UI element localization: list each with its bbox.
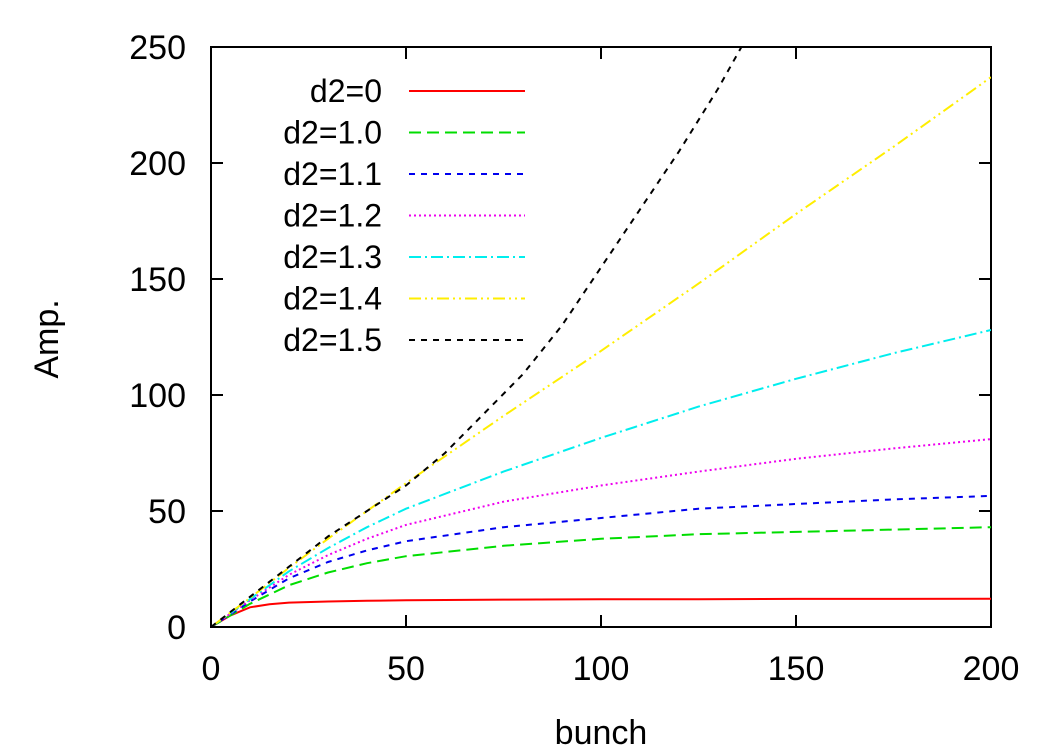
y-tick-label: 50 <box>148 493 186 531</box>
x-tick-label: 50 <box>387 650 425 688</box>
y-axis-title: Amp. <box>28 299 66 378</box>
series-line-3 <box>211 438 991 627</box>
y-tick-label: 200 <box>129 145 186 183</box>
y-tick-label: 100 <box>129 377 186 415</box>
x-tick-label: 100 <box>573 650 630 688</box>
y-tick-label: 250 <box>129 29 186 67</box>
legend-label: d2=1.3 <box>283 239 382 275</box>
x-tick-label: 150 <box>768 650 825 688</box>
legend-label: d2=1.5 <box>283 322 382 358</box>
x-axis-title: bunch <box>555 714 648 751</box>
legend-label: d2=1.4 <box>283 281 382 317</box>
series-line-4 <box>211 329 991 627</box>
y-tick-label: 150 <box>129 261 186 299</box>
series-layer <box>211 47 991 627</box>
legend-label: d2=1.1 <box>283 156 382 192</box>
legend-label: d2=1.0 <box>283 115 382 151</box>
legend-label: d2=0 <box>310 73 382 109</box>
series-line-0 <box>211 597 991 627</box>
series-line-1 <box>211 526 991 627</box>
series-line-6 <box>211 47 743 627</box>
legend-label: d2=1.2 <box>283 198 382 234</box>
x-tick-label: 0 <box>202 650 221 688</box>
legend: d2=0 d2=1.0 d2=1.1 d2=1.2 d2=1.3 d2=1.4 d2=1.5 <box>283 73 525 358</box>
y-tick-label: 0 <box>167 609 186 647</box>
x-tick-label: 200 <box>963 650 1020 688</box>
series-line-2 <box>211 494 991 627</box>
